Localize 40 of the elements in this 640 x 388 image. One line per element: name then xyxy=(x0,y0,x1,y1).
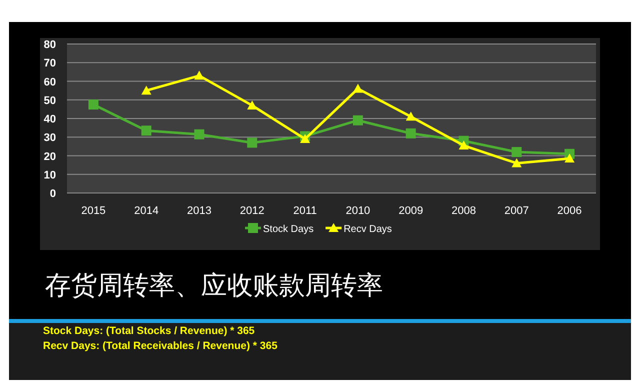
x-tick-label: 2014 xyxy=(134,205,159,217)
point xyxy=(352,84,363,93)
point xyxy=(406,128,416,138)
x-tick-label: 2011 xyxy=(293,205,317,217)
point xyxy=(300,134,310,143)
point xyxy=(194,129,204,140)
point xyxy=(194,70,204,80)
legend-label: Recv Days xyxy=(344,224,392,235)
y-tick-label: 80 xyxy=(44,39,56,51)
x-tick-label: 2009 xyxy=(398,205,424,217)
text: Stock Days: (Total Stocks / Revenue) * 365 xyxy=(43,325,255,337)
x-tick-label: 2012 xyxy=(240,205,264,217)
point xyxy=(141,126,152,136)
point xyxy=(141,86,152,95)
x-tick-label: 2015 xyxy=(81,205,106,217)
x-tick-label: 2013 xyxy=(187,205,212,217)
text: 存货周转率、应收账款周转率 xyxy=(45,271,383,301)
x-tick-label: 2010 xyxy=(346,205,370,217)
y-tick-label: 70 xyxy=(44,58,56,70)
point xyxy=(512,158,522,168)
y-tick-label: 50 xyxy=(44,94,56,107)
point xyxy=(564,154,575,163)
point xyxy=(352,115,363,126)
text: Recv Days: (Total Receivables / Revenue) * 365 xyxy=(43,340,278,352)
y-tick-label: 0 xyxy=(50,188,56,200)
y-tick-label: 40 xyxy=(44,114,56,126)
point xyxy=(88,100,98,110)
y-tick-label: 60 xyxy=(44,76,56,88)
x-tick-label: 2008 xyxy=(452,205,476,217)
legend-label: Stock Days xyxy=(263,224,314,235)
y-tick-label: 20 xyxy=(44,150,56,163)
x-tick-label: 2006 xyxy=(557,205,582,217)
point xyxy=(406,112,416,121)
point xyxy=(247,100,258,110)
y-tick-label: 30 xyxy=(44,132,56,144)
point xyxy=(512,147,522,158)
point xyxy=(247,138,258,148)
y-tick-label: 10 xyxy=(44,169,56,182)
point xyxy=(458,140,469,150)
x-tick-label: 2007 xyxy=(504,205,529,217)
